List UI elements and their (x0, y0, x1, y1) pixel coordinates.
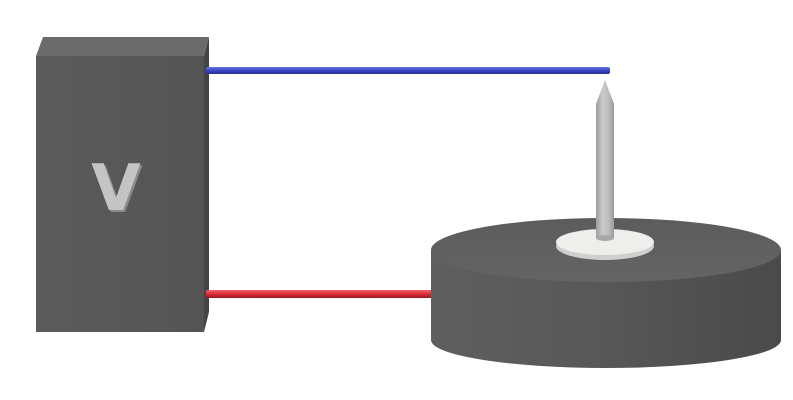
voltage-source-side-face (204, 37, 209, 332)
voltage-source-top-face (36, 37, 209, 56)
probe-shaft (596, 104, 614, 238)
voltage-source: V V (36, 37, 209, 332)
probe-shaft-base (596, 235, 614, 241)
voltage-source-front-face (36, 56, 204, 332)
probe-tip (596, 80, 614, 104)
voltage-source-label-highlight: V (91, 152, 141, 226)
voltage-source-label: V (93, 154, 143, 228)
red-wire (206, 290, 434, 298)
probe (556, 80, 654, 260)
blue-wire (206, 67, 610, 74)
sample-disk-side (431, 250, 781, 368)
probe-washer (556, 229, 654, 255)
